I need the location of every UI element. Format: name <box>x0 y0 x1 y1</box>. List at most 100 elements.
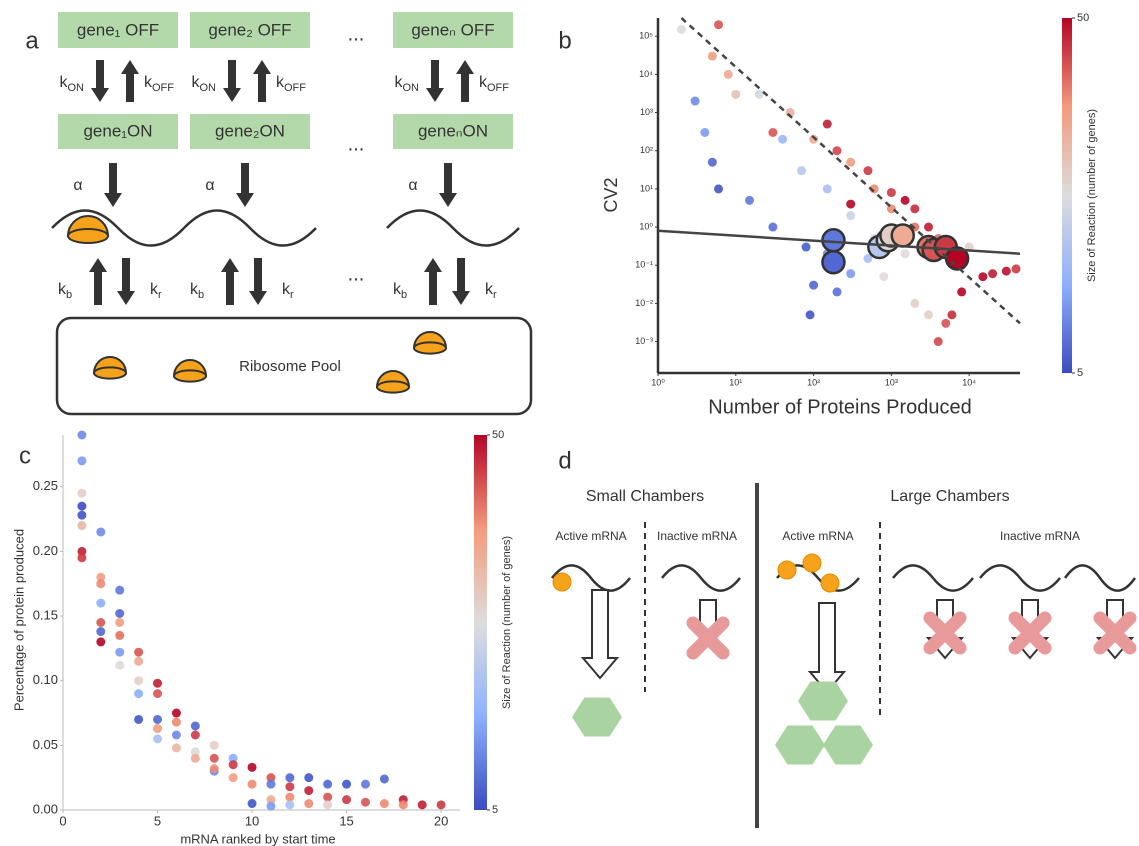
arrow <box>121 60 139 102</box>
colorbar-tick-label: 5 <box>1077 367 1083 379</box>
pool-label: Ribosome Pool <box>239 358 341 375</box>
mrna-label: Active mRNA <box>555 529 626 543</box>
gene-off: gene₂ OFF <box>208 20 291 39</box>
rate-subscript: ON <box>403 82 420 94</box>
gene-box <box>393 114 513 149</box>
data-point <box>77 546 87 556</box>
rate-base: k <box>393 281 402 298</box>
mrna <box>892 564 974 592</box>
gene-on: gene₁ON <box>83 121 152 140</box>
data-point <box>247 762 257 772</box>
y-tick-label: 10⁴ <box>639 69 653 79</box>
ellipsis: ... <box>348 23 365 45</box>
data-point <box>778 134 788 144</box>
arrow <box>223 60 241 102</box>
gene-on: gene₂ON <box>215 121 285 140</box>
data-point <box>134 676 144 686</box>
data-point <box>342 795 352 805</box>
data-point <box>690 96 700 106</box>
data-point <box>933 337 943 347</box>
rate-base: k <box>276 74 285 91</box>
arrow <box>426 60 444 102</box>
data-point <box>978 272 988 282</box>
data-point <box>809 280 819 290</box>
data-point <box>115 608 125 618</box>
data-point <box>436 800 446 810</box>
data-point <box>115 618 125 627</box>
data-point <box>171 730 181 740</box>
hollow-arrow <box>807 602 847 694</box>
gene-box <box>190 12 310 48</box>
data-point <box>77 456 87 466</box>
data-point <box>910 204 920 214</box>
data-point <box>846 211 856 221</box>
rate-base: k <box>60 74 69 91</box>
data-point <box>809 134 819 144</box>
gene-off: geneₙ OFF <box>411 20 494 39</box>
rate-label: kON <box>395 74 420 94</box>
protein <box>823 725 873 765</box>
gene-box <box>58 114 178 149</box>
arrow <box>424 258 442 305</box>
data-point <box>77 510 87 520</box>
data-point <box>115 647 125 657</box>
data-point <box>209 753 219 763</box>
y-tick-label: 10³ <box>640 107 653 117</box>
rate-subscript: r <box>290 289 294 301</box>
data-point <box>134 656 144 666</box>
blocked-cross <box>1093 611 1137 655</box>
data-point <box>77 553 87 563</box>
rate-label: kr <box>485 281 497 301</box>
alpha-label: α <box>408 177 417 194</box>
data-point <box>944 246 970 271</box>
rate-subscript: ON <box>200 82 217 94</box>
arrow <box>236 163 254 207</box>
ribosome <box>802 553 822 573</box>
colorbar <box>1062 18 1072 373</box>
mrna-label: Active mRNA <box>782 529 853 543</box>
y-tick-label: 10⁻¹ <box>635 260 653 270</box>
data-point <box>700 128 710 138</box>
colorbar-label: Size of Reaction (number of genes) <box>501 536 513 709</box>
data-point <box>266 779 276 789</box>
data-point <box>863 166 873 176</box>
rate-base: k <box>192 74 201 91</box>
alpha-label: α <box>205 177 214 194</box>
rate-subscript: ON <box>68 82 85 94</box>
trend-line <box>680 17 1021 325</box>
rate-base: k <box>58 281 67 298</box>
mrna <box>183 209 317 247</box>
data-point <box>266 801 276 811</box>
data-point <box>228 773 238 783</box>
data-point <box>714 20 724 30</box>
x-tick-label: 10¹ <box>729 377 742 387</box>
data-point <box>900 249 910 259</box>
rate-label: kb <box>190 281 204 301</box>
colorbar-tick-label: 5 <box>492 804 498 816</box>
data-point <box>77 521 87 531</box>
data-point <box>832 146 842 156</box>
data-point <box>266 773 276 783</box>
mrna-label: Inactive mRNA <box>1000 529 1080 543</box>
arrow <box>89 258 107 305</box>
x-tick-label: 15 <box>339 813 353 828</box>
rate-label: kb <box>393 281 407 301</box>
y-axis-label: Percentage of protein produced <box>11 529 26 711</box>
rate-label: kOFF <box>479 74 509 94</box>
data-point <box>910 298 920 308</box>
data-point <box>96 618 106 627</box>
arrow <box>91 60 109 102</box>
data-point <box>153 714 163 724</box>
data-point <box>190 753 200 763</box>
data-point <box>134 689 144 699</box>
gene-box <box>58 12 178 48</box>
rate-base: k <box>144 74 153 91</box>
data-point <box>190 721 200 731</box>
x-tick-label: 5 <box>154 813 161 828</box>
data-point <box>398 800 408 810</box>
y-tick-label: 10⁻² <box>635 298 653 308</box>
protein <box>798 681 848 721</box>
gene-box <box>393 12 513 48</box>
data-point <box>941 318 951 328</box>
data-point <box>228 760 238 770</box>
